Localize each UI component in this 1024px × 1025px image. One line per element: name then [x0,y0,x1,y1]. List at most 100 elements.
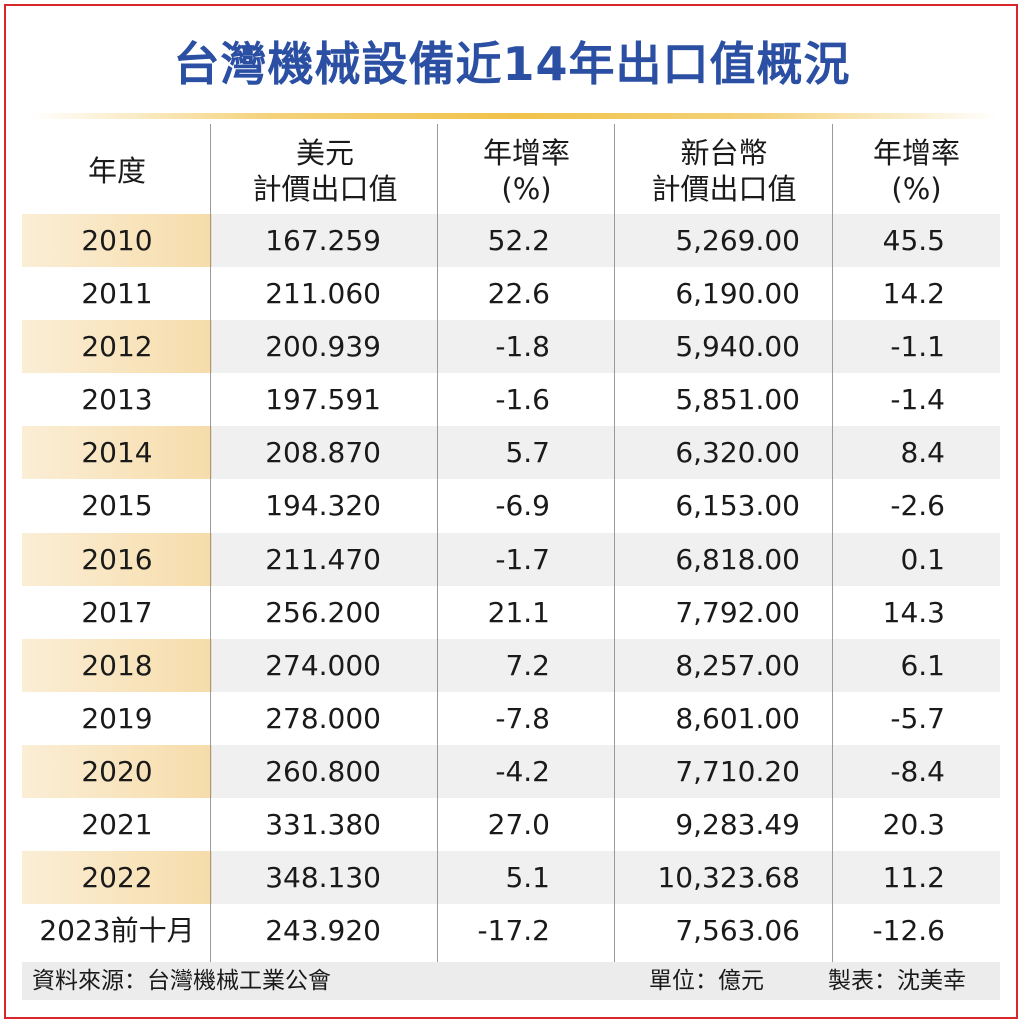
cell-usd-growth: 5.1 [505,861,550,895]
cell-twd-growth: 45.5 [882,224,945,257]
cell-usd-growth: 21.1 [487,595,550,629]
footer-source: 資料來源：台灣機械工業公會 [32,968,331,994]
table-row: 2021 331.380 27.0 9,283.49 20.3 [22,798,1000,851]
header-twd-value: 新台幣 計價出口值 [615,128,833,214]
cell-twd-value: 7,792.00 [675,595,800,629]
header-year: 年度 [22,128,212,214]
table-row: 2019 278.000 -7.8 8,601.00 -5.7 [22,692,1000,745]
cell-year: 2017 [81,595,153,629]
cell-usd-value: 243.920 [265,914,381,948]
header-twd-growth: 年增率 (%) [833,128,1000,214]
cell-usd-growth: 27.0 [487,808,550,842]
cell-twd-value: 10,323.68 [657,861,800,895]
cell-usd-value: 211.060 [265,277,381,311]
cell-usd-value: 211.470 [265,542,381,576]
header-twd-growth-line-1: 年增率 [872,136,960,170]
table-row: 2016 211.470 -1.7 6,818.00 0.1 [22,532,1000,586]
column-divider [437,124,438,962]
table-row: 2020 260.800 -4.2 7,710.20 -8.4 [22,744,1000,799]
table-row: 2010 167.259 52.2 5,269.00 45.5 [22,214,1000,268]
cell-twd-value: 7,710.20 [675,754,800,788]
cell-twd-growth: -5.7 [890,701,945,735]
cell-twd-growth: 14.2 [882,277,945,311]
cell-twd-growth: -2.6 [890,489,945,523]
table-row: 2014 208.870 5.7 6,320.00 8.4 [22,426,1000,480]
header-usd-growth-line-1: 年增率 [482,136,570,170]
cell-usd-value: 167.259 [265,224,381,257]
cell-twd-value: 6,320.00 [675,436,800,470]
cell-usd-value: 260.800 [265,754,381,788]
table-row: 2015 194.320 -6.9 6,153.00 -2.6 [22,479,1000,532]
table-row: 2013 197.591 -1.6 5,851.00 -1.4 [22,373,1000,426]
outer-frame [4,4,1018,1019]
cell-twd-growth: 6.1 [900,648,945,682]
cell-twd-growth: 20.3 [882,808,945,842]
cell-twd-growth: 14.3 [882,595,945,629]
cell-usd-growth: 7.2 [505,648,550,682]
cell-usd-value: 331.380 [265,808,381,842]
table-body: 2010 167.259 52.2 5,269.00 45.5 2011 211.060 22… [22,214,1000,957]
footer-maker: 製表：沈美幸 [828,968,966,994]
table-row: 2011 211.060 22.6 6,190.00 14.2 [22,267,1000,320]
cell-twd-value: 5,851.00 [675,383,800,417]
cell-twd-value: 8,601.00 [675,701,800,735]
cell-usd-growth: 22.6 [487,277,550,311]
cell-usd-value: 197.591 [265,383,381,417]
cell-twd-growth: 11.2 [882,861,945,895]
cell-year: 2021 [81,808,153,842]
cell-year: 2013 [81,383,153,417]
cell-year: 2011 [81,277,153,311]
table-row: 2017 256.200 21.1 7,792.00 14.3 [22,586,1000,639]
cell-twd-growth: 0.1 [900,542,945,576]
cell-twd-value: 6,190.00 [675,277,800,311]
cell-year: 2018 [81,648,153,682]
column-divider [614,124,615,962]
cell-twd-growth: -1.1 [890,330,945,364]
cell-usd-value: 348.130 [265,861,381,895]
cell-usd-growth: -17.2 [477,914,550,948]
cell-usd-growth: -6.9 [495,489,550,523]
cell-twd-value: 8,257.00 [675,648,800,682]
header-usd-line-2: 計價出口值 [252,172,398,206]
cell-usd-growth: -7.8 [495,701,550,735]
cell-usd-value: 256.200 [265,595,381,629]
header-usd-growth: 年增率 (%) [438,128,615,214]
cell-twd-growth: -1.4 [890,383,945,417]
cell-year: 2020 [81,754,153,788]
cell-year: 2015 [81,489,153,523]
footer-unit: 單位：億元 [649,968,764,994]
header-year-line-1: 年度 [87,154,146,188]
cell-usd-value: 278.000 [265,701,381,735]
cell-usd-value: 208.870 [265,436,381,470]
header-twd-line-1: 新台幣 [680,136,768,170]
cell-year: 2010 [81,224,153,257]
cell-usd-growth: -1.7 [495,542,550,576]
cell-year: 2014 [81,436,153,470]
cell-twd-growth: -12.6 [872,914,945,948]
cell-usd-value: 194.320 [265,489,381,523]
cell-year: 2022 [81,861,153,895]
cell-usd-growth: -4.2 [495,754,550,788]
cell-year: 2012 [81,330,153,364]
header-usd-growth-line-2: (%) [501,172,552,206]
header-usd-line-1: 美元 [295,136,354,170]
table-row: 2022 348.130 5.1 10,323.68 11.2 [22,851,1000,905]
cell-usd-growth: -1.6 [495,383,550,417]
header-usd-value: 美元 計價出口值 [212,128,438,214]
title-rule [30,113,998,119]
header-twd-line-2: 計價出口值 [651,172,797,206]
table-row: 2012 200.939 -1.8 5,940.00 -1.1 [22,320,1000,374]
cell-usd-growth: 5.7 [505,436,550,470]
table-row: 2018 274.000 7.2 8,257.00 6.1 [22,638,1000,692]
column-divider [832,124,833,962]
footer: 資料來源：台灣機械工業公會 單位：億元 製表：沈美幸 [22,962,1000,1000]
cell-year: 2016 [81,542,153,576]
cell-usd-growth: -1.8 [495,330,550,364]
cell-usd-value: 200.939 [265,330,381,364]
cell-twd-growth: -8.4 [890,754,945,788]
cell-twd-value: 9,283.49 [675,808,800,842]
cell-twd-value: 5,269.00 [675,224,800,257]
cell-twd-value: 7,563.06 [675,914,800,948]
cell-twd-value: 5,940.00 [675,330,800,364]
cell-usd-value: 274.000 [265,648,381,682]
